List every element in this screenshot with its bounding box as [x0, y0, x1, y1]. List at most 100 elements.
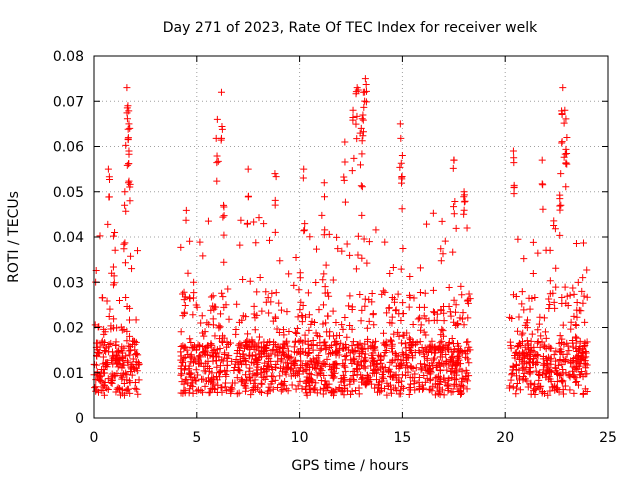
- data-point: [405, 303, 413, 311]
- data-point: [460, 383, 468, 391]
- data-point: [187, 358, 195, 366]
- data-point: [466, 295, 474, 303]
- data-point: [274, 384, 282, 392]
- data-point: [573, 334, 581, 342]
- data-point: [291, 348, 299, 356]
- data-point: [236, 241, 244, 249]
- data-point: [428, 337, 436, 345]
- data-point: [177, 348, 185, 356]
- data-point: [524, 383, 532, 391]
- data-point: [552, 283, 560, 291]
- data-point: [223, 367, 231, 375]
- chart-title: Day 271 of 2023, Rate Of TEC Index for r…: [163, 20, 538, 36]
- data-point: [189, 389, 197, 397]
- data-point: [196, 238, 204, 246]
- data-point: [340, 374, 348, 382]
- x-tick-label: 20: [496, 430, 514, 446]
- data-point: [282, 339, 290, 347]
- data-point: [358, 378, 366, 386]
- data-point: [296, 306, 304, 314]
- data-point: [445, 338, 453, 346]
- data-point: [416, 349, 424, 357]
- data-point: [107, 325, 115, 333]
- data-point: [371, 344, 379, 352]
- data-point: [519, 365, 527, 373]
- data-point: [513, 379, 521, 387]
- data-point: [291, 328, 299, 336]
- data-point: [319, 320, 327, 328]
- data-point: [104, 165, 112, 173]
- data-point: [231, 364, 239, 372]
- data-point: [506, 338, 514, 346]
- data-point: [514, 342, 522, 350]
- data-point: [529, 270, 537, 278]
- data-point: [399, 310, 407, 318]
- data-point: [135, 376, 143, 384]
- data-point: [345, 302, 353, 310]
- data-point: [416, 314, 424, 322]
- data-point: [361, 364, 369, 372]
- data-point: [346, 349, 354, 357]
- data-point: [280, 351, 288, 359]
- data-point: [347, 390, 355, 398]
- data-point: [273, 325, 281, 333]
- data-point: [275, 299, 283, 307]
- data-point: [359, 116, 367, 124]
- data-point: [284, 353, 292, 361]
- data-point: [516, 386, 524, 394]
- data-point: [420, 371, 428, 379]
- y-tick-label: 0.08: [53, 49, 84, 65]
- data-point: [530, 385, 538, 393]
- x-tick-label: 15: [393, 430, 411, 446]
- data-point: [207, 385, 215, 393]
- data-point: [96, 232, 104, 240]
- data-point: [127, 346, 135, 354]
- data-point: [245, 352, 253, 360]
- data-point: [411, 370, 419, 378]
- data-point: [373, 376, 381, 384]
- data-point: [295, 286, 303, 294]
- data-point: [326, 362, 334, 370]
- data-point: [417, 366, 425, 374]
- data-point: [462, 366, 470, 374]
- data-point: [248, 386, 256, 394]
- data-point: [563, 339, 571, 347]
- data-point: [454, 340, 462, 348]
- data-point: [258, 388, 266, 396]
- data-point: [560, 119, 568, 127]
- data-point: [564, 342, 572, 350]
- data-point: [182, 375, 190, 383]
- data-point: [258, 380, 266, 388]
- data-point: [255, 214, 263, 222]
- data-point: [126, 197, 134, 205]
- data-point: [312, 359, 320, 367]
- data-point: [339, 360, 347, 368]
- data-point: [561, 283, 569, 291]
- data-point: [321, 193, 328, 201]
- data-point: [236, 367, 244, 375]
- data-point: [431, 391, 439, 399]
- data-point: [317, 377, 325, 385]
- data-point: [447, 312, 455, 320]
- data-point: [534, 326, 542, 334]
- data-point: [410, 380, 418, 388]
- data-point: [349, 116, 357, 124]
- data-point: [420, 347, 428, 355]
- data-point: [438, 337, 446, 345]
- data-point: [395, 378, 403, 386]
- data-point: [545, 295, 553, 303]
- data-point: [126, 180, 134, 188]
- data-point: [233, 390, 241, 398]
- data-point: [361, 97, 369, 105]
- data-point: [449, 248, 457, 256]
- data-point: [333, 233, 341, 241]
- data-point: [510, 154, 518, 162]
- data-point: [201, 328, 209, 336]
- data-point: [562, 160, 570, 168]
- data-point: [546, 387, 554, 395]
- data-point: [392, 307, 400, 315]
- data-point: [332, 318, 340, 326]
- data-point: [210, 305, 218, 313]
- data-point: [186, 335, 194, 343]
- data-point: [420, 384, 428, 392]
